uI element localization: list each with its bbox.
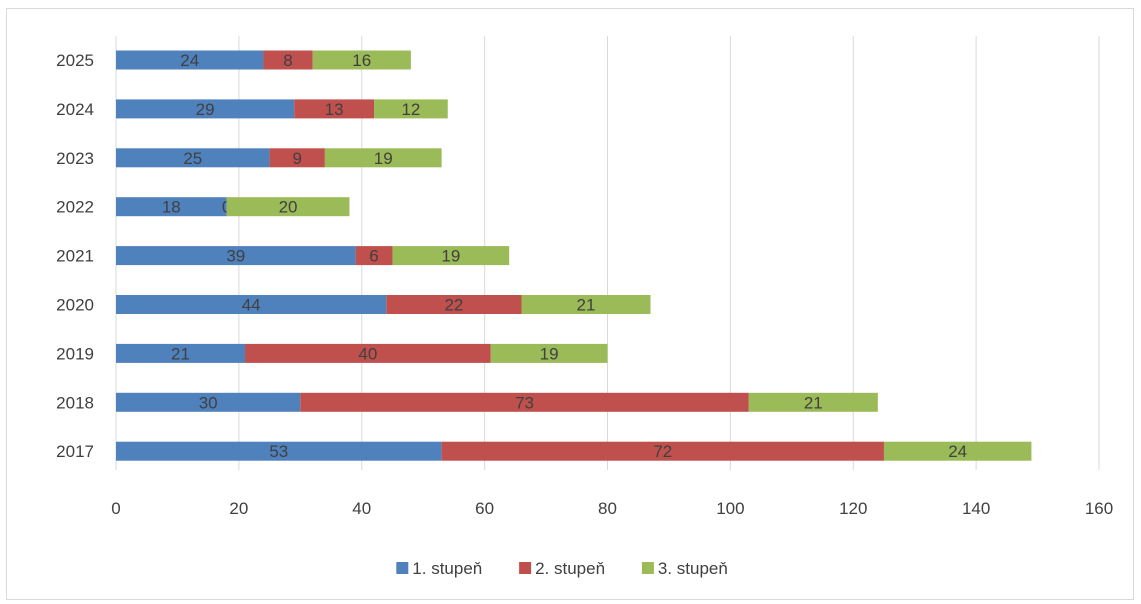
y-category-label: 2023 (56, 149, 94, 168)
bar-segment (355, 246, 393, 266)
data-label: 39 (226, 247, 245, 266)
x-tick-label: 0 (111, 499, 120, 518)
data-label: 24 (180, 51, 199, 70)
data-label: 19 (540, 344, 559, 363)
bar-segment (269, 148, 325, 168)
y-category-label: 2020 (56, 296, 94, 315)
data-label: 53 (269, 442, 288, 461)
bar-segment (441, 441, 884, 461)
bar-segment (312, 50, 411, 70)
bar-segment (324, 148, 442, 168)
bar-segment (300, 392, 749, 412)
data-label: 29 (196, 100, 215, 119)
legend-swatch (641, 562, 654, 574)
x-tick-label: 120 (839, 499, 867, 518)
data-label: 8 (283, 51, 292, 70)
data-label: 21 (171, 344, 190, 363)
y-category-label: 2022 (56, 198, 94, 217)
bar-segment (116, 197, 227, 217)
bar-segment (490, 343, 608, 363)
data-label: 44 (242, 296, 261, 315)
bar-segment (116, 295, 387, 314)
legend-label: 3. stupeň (658, 559, 728, 578)
bar-segment (883, 441, 1032, 461)
data-label: 22 (444, 296, 463, 315)
bar-segment (521, 295, 651, 314)
legend-swatch (519, 562, 532, 574)
legend-label: 1. stupeň (412, 559, 482, 578)
x-tick-label: 40 (352, 499, 371, 518)
data-label: 18 (162, 198, 181, 217)
data-label: 9 (293, 149, 302, 168)
data-label: 40 (358, 344, 377, 363)
x-tick-label: 100 (716, 499, 744, 518)
legend-swatch (396, 562, 409, 574)
bar-segment (116, 246, 356, 266)
data-label: 6 (369, 247, 378, 266)
y-category-label: 2024 (56, 100, 94, 119)
bar-segment (116, 50, 264, 70)
data-label: 25 (183, 149, 202, 168)
bar-segment (392, 246, 510, 266)
x-tick-label: 60 (475, 499, 494, 518)
x-tick-label: 80 (598, 499, 617, 518)
legend-label: 2. stupeň (535, 559, 605, 578)
data-label: 30 (199, 393, 218, 412)
x-tick-label: 160 (1085, 499, 1113, 518)
bar-segment (245, 343, 491, 363)
data-label: 12 (401, 100, 420, 119)
y-category-label: 2019 (56, 344, 94, 363)
x-tick-label: 140 (962, 499, 990, 518)
data-label: 21 (804, 393, 823, 412)
bar-segment (386, 295, 522, 314)
data-label: 24 (948, 442, 967, 461)
y-category-label: 2018 (56, 393, 94, 412)
bar-segment (374, 99, 448, 119)
y-category-label: 2025 (56, 51, 94, 70)
data-label: 19 (374, 149, 393, 168)
bar-segment (263, 50, 313, 70)
bar-segment (116, 148, 270, 168)
y-category-label: 2021 (56, 247, 94, 266)
x-tick-label: 20 (229, 499, 248, 518)
bar-segment (294, 99, 375, 119)
bar-segment (116, 392, 301, 412)
data-label: 21 (577, 296, 596, 315)
data-label: 73 (515, 393, 534, 412)
data-label: 72 (653, 442, 672, 461)
data-label: 16 (352, 51, 371, 70)
data-label: 13 (325, 100, 344, 119)
bar-segment (116, 441, 442, 461)
bar-segment (226, 197, 350, 217)
y-category-label: 2017 (56, 442, 94, 461)
data-label: 20 (279, 198, 298, 217)
data-label: 19 (441, 247, 460, 266)
bar-segment (116, 99, 295, 119)
bar-segment (748, 392, 878, 412)
bar-segment (116, 343, 246, 363)
